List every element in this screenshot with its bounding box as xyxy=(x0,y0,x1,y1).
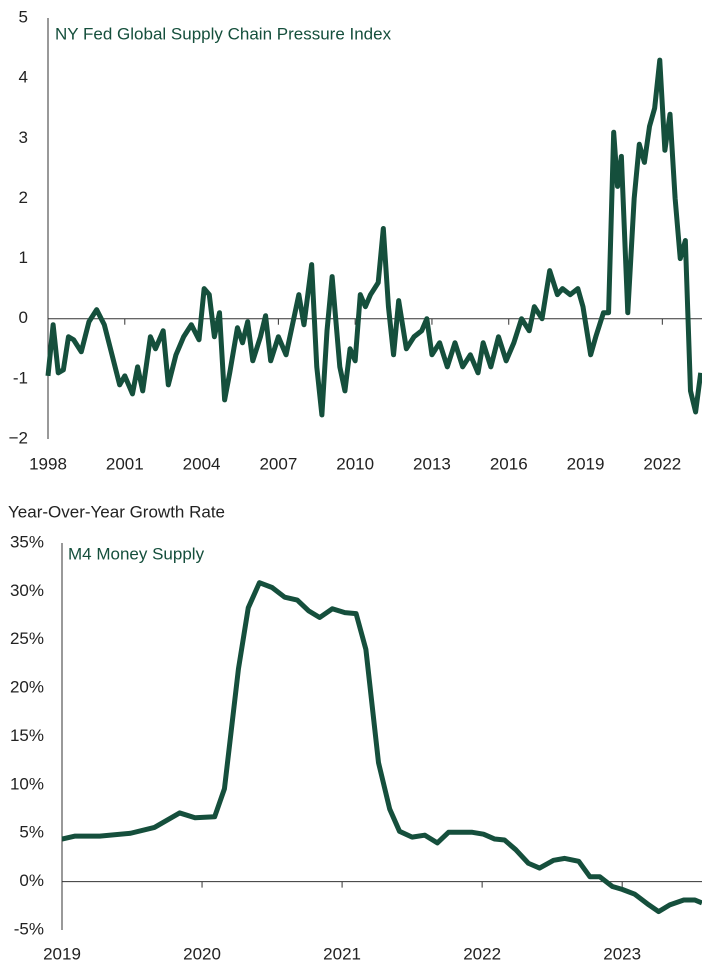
x-tick-label: 2001 xyxy=(106,454,144,473)
y-tick-label: 5 xyxy=(19,7,28,26)
y-tick-label: 35% xyxy=(10,532,44,551)
y-tick-label: 25% xyxy=(10,629,44,648)
y-tick-label: -1 xyxy=(13,368,28,387)
y-tick-label: 1 xyxy=(19,248,28,267)
x-tick-label: 2022 xyxy=(463,944,501,963)
y-tick-label: 15% xyxy=(10,726,44,745)
x-tick-label: 2010 xyxy=(336,454,374,473)
x-tick-label: 2021 xyxy=(323,944,361,963)
y-tick-label: 0 xyxy=(19,308,28,327)
x-tick-label: 2023 xyxy=(603,944,641,963)
y-tick-label: 3 xyxy=(19,128,28,147)
x-tick-label: 2022 xyxy=(643,454,681,473)
y-tick-label: 5% xyxy=(19,823,44,842)
y-tick-label: 10% xyxy=(10,774,44,793)
y-tick-label: -5% xyxy=(14,919,44,938)
y-tick-label: 30% xyxy=(10,581,44,600)
series-line xyxy=(45,57,702,418)
y-tick-label: 2 xyxy=(19,188,28,207)
x-tick-label: 1998 xyxy=(29,454,67,473)
y-tick-label: −2 xyxy=(9,428,28,447)
x-tick-label: 2019 xyxy=(567,454,605,473)
y-tick-label: 20% xyxy=(10,678,44,697)
series-label: M4 Money Supply xyxy=(68,544,205,563)
y-tick-label: 4 xyxy=(19,68,28,87)
x-tick-label: 2020 xyxy=(183,944,221,963)
series-line xyxy=(61,580,702,915)
x-tick-label: 2004 xyxy=(183,454,221,473)
x-tick-label: 2019 xyxy=(43,944,81,963)
x-tick-label: 2007 xyxy=(259,454,297,473)
series-label: NY Fed Global Supply Chain Pressure Inde… xyxy=(55,24,392,43)
y-axis-label: Year-Over-Year Growth Rate xyxy=(8,502,225,521)
y-tick-label: 0% xyxy=(19,871,44,890)
x-tick-label: 2013 xyxy=(413,454,451,473)
x-tick-label: 2016 xyxy=(490,454,528,473)
